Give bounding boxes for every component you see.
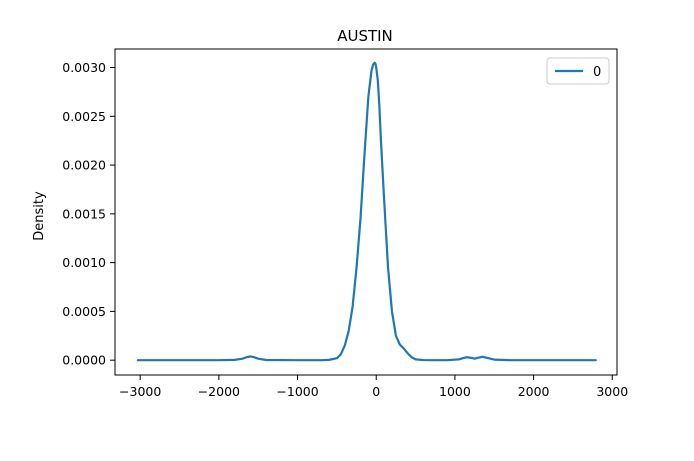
y-axis-label: Density: [32, 191, 47, 241]
series-layer: [136, 61, 597, 362]
x-tick-label: 0: [372, 384, 380, 399]
y-axis: 0.0000 0.0005 0.0010 0.0015 0.0020 0.0025 0.00…: [62, 60, 115, 368]
x-tick-label: 2000: [518, 384, 550, 399]
x-axis: −3000 −2000 −1000 0 1000 2000 3000: [119, 375, 628, 399]
x-tick-label: 1000: [439, 384, 471, 399]
y-tick-label: 0.0005: [62, 304, 106, 319]
y-tick-label: 0.0010: [62, 255, 106, 270]
x-tick-label: 3000: [596, 384, 628, 399]
x-tick-label: −1000: [276, 384, 318, 399]
x-tick-label: −2000: [198, 384, 240, 399]
y-tick-label: 0.0025: [62, 109, 106, 124]
y-tick-label: 0.0020: [62, 158, 106, 173]
legend-label: 0: [593, 65, 601, 80]
x-tick-label: −3000: [119, 384, 161, 399]
y-tick-label: 0.0000: [62, 353, 106, 368]
plot-frame: [114, 48, 618, 376]
series-line: [136, 61, 597, 362]
legend: 0: [546, 57, 610, 85]
y-tick-label: 0.0030: [62, 60, 106, 75]
chart-title: AUSTIN: [337, 27, 393, 45]
y-tick-label: 0.0015: [62, 206, 106, 221]
